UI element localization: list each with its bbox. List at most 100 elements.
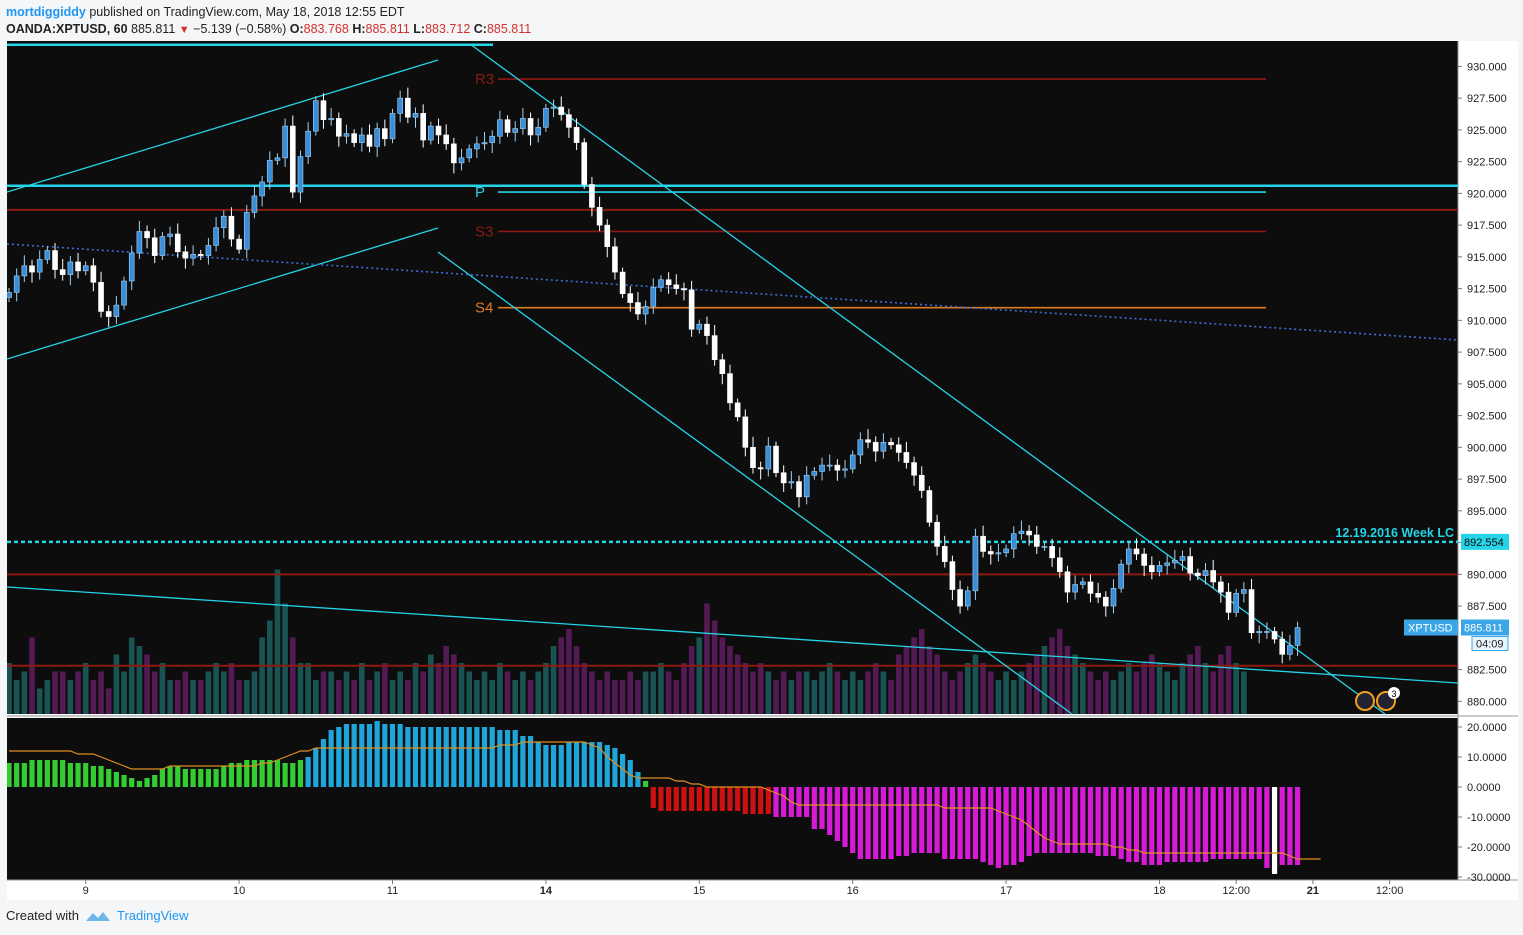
volume-bar — [144, 654, 150, 714]
volume-bar — [1033, 654, 1040, 714]
volume-bar — [857, 680, 864, 714]
macd-tick-label: 20.0000 — [1467, 722, 1507, 734]
candle-body — [872, 441, 879, 452]
macd-histogram-bar — [106, 769, 112, 787]
volume-bar — [842, 680, 848, 714]
candle-body — [727, 373, 733, 404]
price-tick-label: 930.000 — [1467, 61, 1507, 73]
volume-bar — [949, 680, 956, 714]
macd-histogram-bar — [236, 763, 242, 787]
volume-bar — [313, 680, 319, 714]
macd-histogram-bar — [228, 763, 235, 787]
volume-bar — [98, 671, 104, 714]
symbol-name: OANDA:XPTUSD, 60 — [6, 22, 128, 36]
macd-histogram-bar — [650, 787, 656, 808]
macd-histogram-bar — [888, 787, 894, 859]
volume-bar — [1087, 671, 1094, 714]
volume-bar — [397, 671, 403, 714]
macd-histogram-bar — [1057, 787, 1063, 853]
time-axis-bg — [7, 880, 1518, 900]
down-arrow-icon: ▼ — [178, 24, 190, 36]
macd-histogram-bar — [190, 769, 196, 787]
price-tick-label: 927.500 — [1467, 93, 1507, 105]
price-plot: 12.19.2016 Week LC R3 P S3 S4 3 — [7, 43, 1458, 714]
volume-bar — [489, 680, 496, 714]
macd-histogram-bar — [696, 787, 702, 811]
volume-bar — [1241, 671, 1247, 714]
macd-histogram-bar — [658, 787, 664, 811]
candle-body — [696, 323, 703, 330]
volume-bar — [1026, 663, 1032, 714]
volume-bar — [1179, 663, 1186, 714]
macd-histogram-bar — [804, 787, 810, 817]
macd-histogram-bar — [336, 727, 342, 787]
candle-body — [312, 100, 319, 132]
macd-histogram-bar — [152, 775, 158, 787]
candle-body — [59, 269, 66, 275]
volume-bar — [435, 663, 442, 714]
macd-histogram-bar — [44, 760, 50, 787]
volume-bar — [1164, 671, 1170, 714]
candle-body — [220, 215, 227, 228]
volume-bar — [972, 654, 979, 714]
week-lc-label: 12.19.2016 Week LC — [1335, 526, 1454, 540]
volume-bar — [642, 671, 649, 714]
volume-bar — [1149, 654, 1155, 714]
volume-bar — [520, 671, 526, 714]
price-tick-label: 925.000 — [1467, 125, 1507, 137]
volume-bar — [934, 654, 940, 714]
macd-histogram-bar — [965, 787, 971, 859]
candle-body — [29, 265, 35, 273]
candle-body — [82, 265, 89, 272]
macd-histogram-bar — [1072, 787, 1078, 853]
trendline — [7, 227, 439, 360]
volume-bar — [765, 671, 772, 714]
candle-body — [1210, 570, 1216, 583]
author-link[interactable]: mortdiggiddy — [6, 5, 86, 19]
candle-body — [849, 454, 856, 470]
week-lc-price-text: 892.554 — [1464, 537, 1504, 549]
macd-histogram-bar — [175, 766, 181, 787]
macd-histogram-bar — [903, 787, 909, 856]
volume-bar — [1141, 663, 1147, 714]
macd-histogram-bar — [374, 721, 380, 787]
volume-bar — [497, 663, 503, 714]
countdown-tag — [1471, 636, 1509, 652]
high-label: H: — [352, 22, 366, 36]
candle-body — [466, 148, 473, 159]
volume-bar — [328, 671, 334, 714]
volume-bar — [228, 663, 235, 714]
volume-bar — [1110, 680, 1117, 714]
candle-body — [1126, 548, 1132, 565]
candle-body — [289, 125, 296, 193]
volume-bar — [1118, 671, 1124, 714]
macd-histogram-bar — [481, 727, 488, 787]
candle-body — [642, 306, 649, 315]
pivot-label: S3 — [475, 223, 493, 240]
macd-histogram-bar — [382, 724, 388, 787]
candle-body — [213, 227, 219, 246]
macd-histogram-bar — [581, 742, 587, 787]
volume-bar — [1041, 646, 1048, 714]
candle-body — [895, 444, 902, 453]
candle-body — [274, 157, 281, 161]
macd-histogram-bar — [60, 760, 66, 787]
candle-body — [972, 535, 979, 592]
tradingview-link[interactable]: TradingView — [116, 908, 189, 923]
candle-body — [1256, 631, 1263, 634]
macd-histogram-bar — [343, 724, 350, 787]
macd-histogram-bar — [781, 787, 787, 817]
pivot-label: R3 — [475, 71, 494, 88]
candle-body — [266, 160, 273, 183]
candle-body — [596, 207, 603, 226]
macd-histogram-bar — [205, 769, 212, 787]
candle-body — [635, 302, 641, 315]
macd-histogram-bar — [14, 763, 20, 787]
last-price-text: 885.811 — [1464, 623, 1503, 635]
macd-histogram-bar — [566, 742, 572, 787]
volume-bar — [596, 680, 603, 714]
macd-histogram-bar — [1271, 787, 1278, 874]
macd-histogram-bar — [1156, 787, 1163, 865]
macd-histogram-bar — [1179, 787, 1186, 862]
